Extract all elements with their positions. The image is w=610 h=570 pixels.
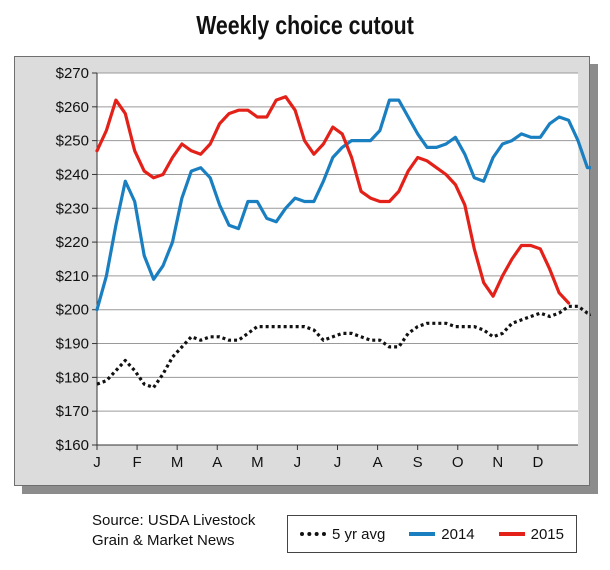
red-line-swatch-icon <box>498 532 525 536</box>
chart-panel: $160 $170 $180 $190 $200 $210 $220 $230 $240 $250… <box>14 56 591 486</box>
legend-item-avg: 5 yr avg <box>299 525 386 543</box>
source-line-1: Source: USDA Livestock <box>92 512 256 529</box>
plot-area <box>97 73 578 445</box>
x-tick-label: D <box>532 454 543 471</box>
blue-line-swatch-icon <box>409 532 436 536</box>
x-tick-label: O <box>452 454 464 471</box>
series-line-avg <box>96 304 591 390</box>
x-tick-label: A <box>212 454 222 471</box>
dotted-line-swatch-icon <box>299 532 326 536</box>
x-tick-label: N <box>492 454 503 471</box>
x-tick-label: J <box>334 454 342 471</box>
y-tick-label: $270 <box>56 65 89 82</box>
x-tick-label: J <box>93 454 101 471</box>
legend-item-2015: 2015 <box>498 525 564 543</box>
x-tick-label: A <box>373 454 383 471</box>
legend-label-avg: 5 yr avg <box>331 525 386 543</box>
source-line-2: Grain & Market News <box>92 532 235 549</box>
source-note: Source: USDA Livestock Grain & Market Ne… <box>92 511 255 551</box>
x-tick-label: S <box>413 454 423 471</box>
y-tick-label: $230 <box>56 200 89 217</box>
y-tick-label: $160 <box>56 437 89 454</box>
chart-title: Weekly choice cutout <box>196 10 414 40</box>
legend-label-2015: 2015 <box>530 525 564 543</box>
y-tick-label: $260 <box>56 99 89 116</box>
y-tick-label: $200 <box>56 302 89 319</box>
x-tick-label: M <box>171 454 184 471</box>
y-tick-label: $190 <box>56 336 89 353</box>
x-tick-label: F <box>132 454 141 471</box>
series-line-2015 <box>95 95 571 305</box>
y-tick-label: $220 <box>56 234 89 251</box>
y-tick-label: $180 <box>56 369 89 386</box>
line-chart: $160 $170 $180 $190 $200 $210 $220 $230 $240 $250… <box>56 65 591 471</box>
legend-label-2014: 2014 <box>441 525 475 543</box>
y-tick-label: $170 <box>56 403 89 420</box>
y-tick-label: $240 <box>56 166 89 183</box>
legend-item-2014: 2014 <box>409 525 475 543</box>
y-tick-label: $250 <box>56 133 89 150</box>
x-tick-label: M <box>251 454 263 471</box>
y-tick-label: $210 <box>56 268 89 285</box>
x-tick-label: J <box>294 454 302 471</box>
legend: 5 yr avg 2014 2015 <box>287 515 577 553</box>
